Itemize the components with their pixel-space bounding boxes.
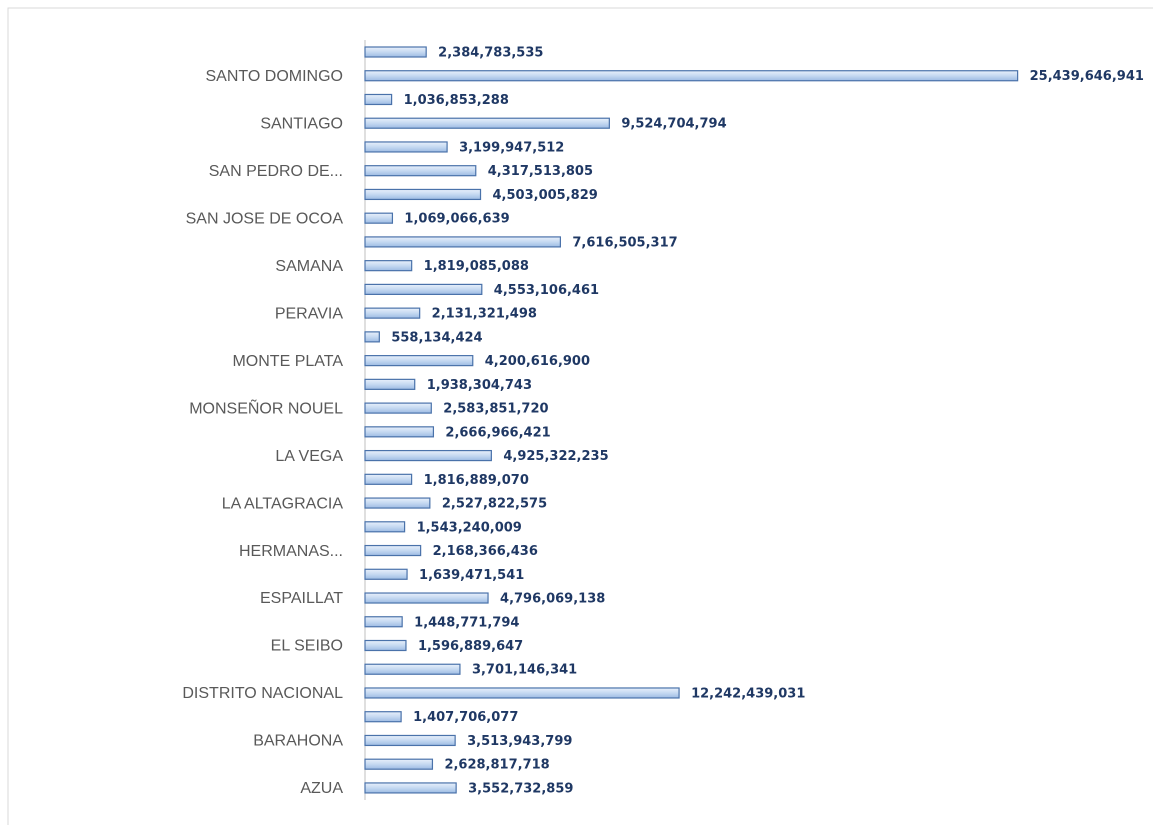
value-label: 4,200,616,900 xyxy=(485,354,590,369)
value-label: 558,134,424 xyxy=(391,330,482,345)
value-label: 1,816,889,070 xyxy=(424,473,529,488)
bar xyxy=(364,639,407,652)
value-label: 4,925,322,235 xyxy=(503,449,608,464)
y-tick-label: SANTO DOMINGO xyxy=(206,68,344,85)
y-tick-label: SAN PEDRO DE... xyxy=(209,163,343,180)
bar xyxy=(364,283,483,295)
y-tick-label: PERAVIA xyxy=(275,305,344,322)
value-label: 1,448,771,794 xyxy=(414,615,519,630)
bar xyxy=(364,449,492,462)
value-label: 3,701,146,341 xyxy=(472,663,577,678)
bar xyxy=(364,46,427,58)
value-label: 1,819,085,088 xyxy=(424,259,529,274)
bar xyxy=(364,70,1019,82)
y-tick-label: MONTE PLATA xyxy=(232,353,343,370)
bar xyxy=(364,568,408,580)
value-label: 2,583,851,720 xyxy=(443,402,548,417)
bar xyxy=(364,141,448,153)
y-tick-label: DISTRITO NACIONAL xyxy=(182,685,343,702)
value-label: 3,552,732,859 xyxy=(468,781,573,796)
bar xyxy=(364,663,461,675)
chart-border xyxy=(7,7,1153,825)
bar xyxy=(364,260,413,272)
y-tick-label: HERMANAS... xyxy=(239,543,343,560)
bar xyxy=(364,402,432,414)
bar xyxy=(364,592,489,604)
value-label: 1,639,471,541 xyxy=(419,568,524,583)
y-tick-label: SAMANA xyxy=(275,258,343,275)
value-label: 1,407,706,077 xyxy=(413,710,518,725)
bar xyxy=(364,497,431,509)
bar xyxy=(364,236,561,248)
value-label: 1,543,240,009 xyxy=(417,520,522,535)
bar xyxy=(364,355,474,367)
bar xyxy=(364,165,477,177)
bar xyxy=(364,616,403,628)
value-label: 1,069,066,639 xyxy=(404,212,509,227)
y-tick-label: LA VEGA xyxy=(275,448,343,465)
value-label: 4,317,513,805 xyxy=(488,164,593,179)
value-label: 9,524,704,794 xyxy=(621,117,726,132)
bar xyxy=(364,734,456,747)
value-label: 12,242,439,031 xyxy=(691,686,805,701)
bar xyxy=(364,117,610,129)
value-label: 4,796,069,138 xyxy=(500,592,605,607)
value-label: 3,199,947,512 xyxy=(459,140,564,155)
bar xyxy=(364,212,394,224)
bar xyxy=(364,93,393,106)
value-label: 2,527,822,575 xyxy=(442,497,547,512)
value-label: 4,503,005,829 xyxy=(493,188,598,203)
bar xyxy=(364,687,680,699)
value-label: 4,553,106,461 xyxy=(494,283,599,298)
y-tick-label: MONSEÑOR NOUEL xyxy=(189,397,343,417)
value-label: 25,439,646,941 xyxy=(1030,69,1144,84)
value-label: 2,131,321,498 xyxy=(432,307,537,322)
bar xyxy=(364,758,434,770)
value-label: 2,666,966,421 xyxy=(445,425,550,440)
bar xyxy=(364,378,416,390)
bar xyxy=(364,331,380,343)
y-tick-label: ESPAILLAT xyxy=(260,590,343,607)
bar xyxy=(364,426,435,438)
value-label: 3,513,943,799 xyxy=(467,734,572,749)
value-label: 1,596,889,647 xyxy=(418,639,523,654)
value-label: 2,628,817,718 xyxy=(444,758,549,773)
y-tick-label: SAN JOSE DE OCOA xyxy=(186,210,344,227)
bar xyxy=(364,473,413,485)
value-label: 7,616,505,317 xyxy=(572,235,677,250)
y-tick-label: EL SEIBO xyxy=(271,638,343,655)
value-label: 2,384,783,535 xyxy=(438,46,543,61)
bar xyxy=(364,188,482,201)
value-label: 2,168,366,436 xyxy=(433,544,538,559)
bar xyxy=(364,782,457,794)
value-label: 1,036,853,288 xyxy=(404,93,509,108)
y-tick-label: LA ALTAGRACIA xyxy=(222,495,344,512)
bar xyxy=(364,307,421,319)
y-tick-label: BARAHONA xyxy=(253,733,343,750)
bar xyxy=(364,711,402,723)
bar xyxy=(364,544,422,557)
bar xyxy=(364,521,406,533)
value-label: 1,938,304,743 xyxy=(427,378,532,393)
y-tick-label: SANTIAGO xyxy=(260,115,343,132)
y-tick-label: AZUA xyxy=(300,780,343,797)
